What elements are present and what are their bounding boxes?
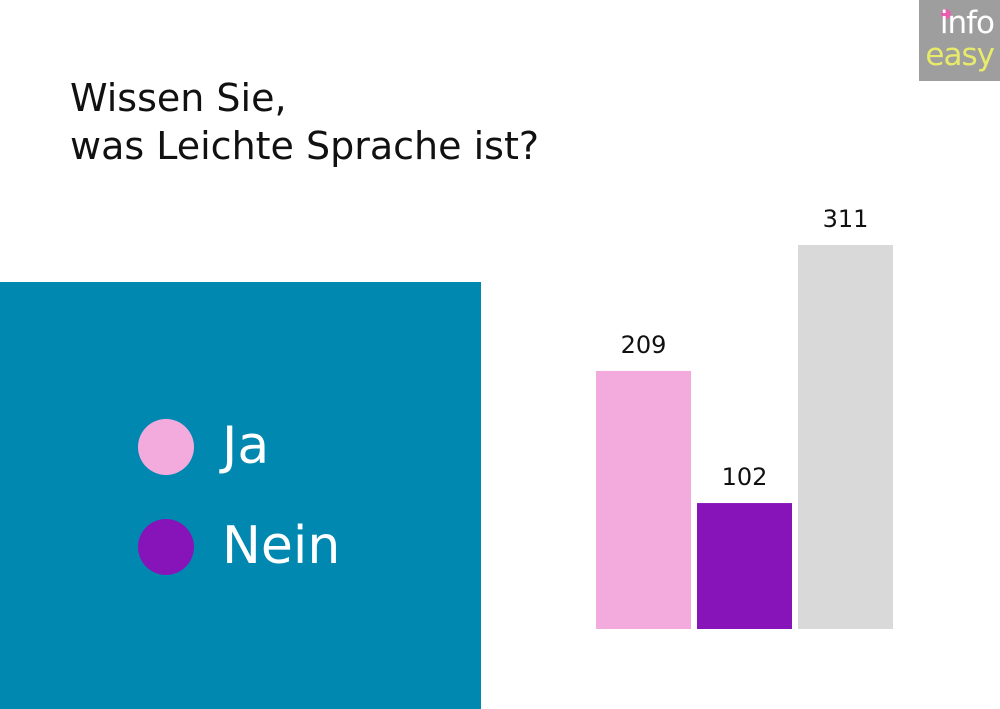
legend-label-nein: Nein	[222, 516, 341, 576]
legend-swatch-nein	[138, 519, 194, 575]
legend-label-ja: Ja	[222, 416, 270, 476]
bar-value-label: 311	[823, 205, 869, 233]
bar-value-label: 102	[722, 463, 768, 491]
info-easy-logo: info easy	[919, 0, 1000, 81]
bar-nein	[697, 503, 792, 629]
bar-unlabeled	[798, 245, 893, 629]
logo-text-info: info	[939, 5, 995, 41]
chart-title: Wissen Sie, was Leichte Sprache ist?	[70, 74, 539, 170]
bar-ja	[596, 370, 691, 629]
legend-panel: Ja Nein	[0, 282, 481, 709]
legend-swatch-ja	[138, 419, 194, 475]
logo-text-easy: easy	[925, 37, 995, 73]
title-line-2: was Leichte Sprache ist?	[70, 124, 540, 168]
title-line-1: Wissen Sie,	[70, 76, 287, 120]
logo-dot-icon	[941, 9, 951, 19]
bar-value-label: 209	[621, 331, 667, 359]
